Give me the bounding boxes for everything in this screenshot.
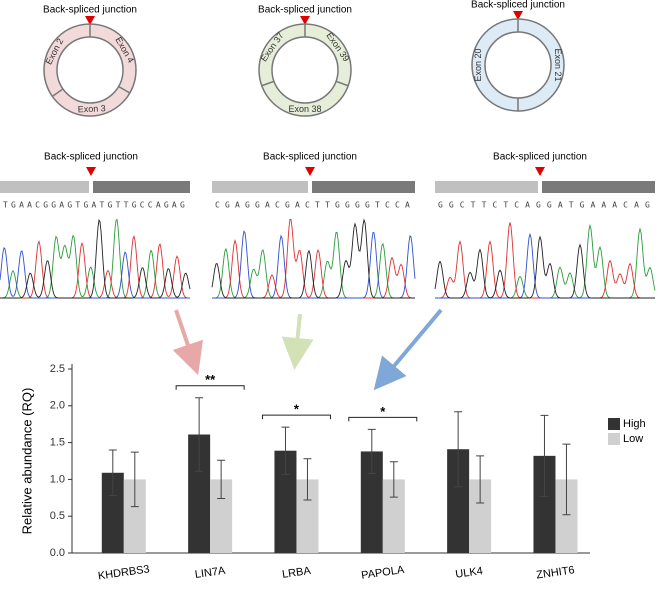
- chromatogram-trace: [0, 218, 190, 299]
- junction-marker: [513, 11, 523, 20]
- error-bar: [281, 426, 290, 475]
- exon-divider: [335, 80, 349, 87]
- exon-label: Exon 38: [288, 104, 321, 114]
- chromatogram-trace: [212, 230, 416, 299]
- junction-marker: [305, 167, 315, 176]
- error-bar: [303, 458, 312, 501]
- exon-divider: [118, 85, 131, 94]
- bar: [296, 479, 319, 553]
- y-tick-label: 1.5: [50, 437, 65, 449]
- error-bar: [540, 414, 549, 497]
- junction-marker: [86, 167, 96, 176]
- y-axis-label: Relative abundance (RQ): [19, 388, 34, 535]
- error-bar: [454, 411, 463, 488]
- legend-swatch: [608, 433, 620, 445]
- bar: [210, 479, 233, 553]
- exon-bar: [542, 181, 655, 193]
- sequence: GGCTTCTCAGGATGAAACAG: [438, 201, 652, 210]
- error-bar: [108, 449, 117, 497]
- exon-ring: [258, 23, 352, 117]
- arrow: [172, 309, 203, 376]
- bar: [274, 450, 297, 553]
- error-bar: [389, 461, 398, 498]
- y-tick-label: 0.0: [50, 547, 65, 559]
- x-tick-label: PAPOLA: [361, 564, 406, 582]
- bar: [123, 479, 146, 553]
- y-tick-label: 1.0: [50, 473, 65, 485]
- error-bar: [130, 451, 139, 508]
- exon-label: Exon 3: [77, 103, 105, 114]
- exon-bar: [93, 181, 190, 193]
- significance-bracket: [175, 385, 245, 390]
- error-bar: [217, 459, 226, 500]
- x-tick-label: LRBA: [281, 565, 312, 581]
- exon-ring: [43, 23, 137, 117]
- y-tick-label: 2.0: [50, 400, 65, 412]
- exon-divider: [261, 80, 275, 87]
- exon-label: Exon 21: [553, 48, 563, 81]
- exon-bar: [435, 181, 538, 193]
- chromatogram-trace: [434, 235, 655, 299]
- x-tick-label: KHDRBS3: [97, 563, 150, 582]
- junction-label: Back-spliced junction: [263, 152, 357, 163]
- sequence: CGAGGACGACTTGGGGTCCA: [215, 201, 412, 210]
- sequence: TGAACGGAGTGATGTTGCCAGAG: [3, 201, 187, 210]
- chromatogram-trace: [0, 218, 191, 299]
- legend-swatch: [608, 418, 620, 430]
- x-tick-label: LIN7A: [194, 565, 227, 581]
- junction-marker: [85, 16, 95, 25]
- bar: [188, 434, 211, 553]
- significance-bracket: [348, 416, 418, 422]
- bar: [469, 479, 492, 553]
- bar: [533, 455, 556, 553]
- bar: [555, 479, 578, 553]
- chromatogram-trace: [435, 223, 656, 299]
- arrow: [281, 313, 314, 370]
- legend-label: High: [623, 418, 646, 430]
- error-bar: [367, 428, 376, 475]
- junction-marker: [535, 167, 545, 176]
- legend-label: Low: [623, 433, 643, 445]
- arrow: [373, 308, 443, 391]
- chromatogram-trace: [435, 232, 655, 299]
- x-tick-label: ULK4: [455, 565, 484, 581]
- chromatogram-trace: [435, 222, 655, 299]
- bar: [101, 472, 124, 553]
- junction-label: Back-spliced junction: [493, 152, 587, 163]
- significance-label: **: [205, 372, 216, 387]
- junction-label: Back-spliced junction: [43, 5, 137, 16]
- error-bar: [562, 443, 571, 516]
- y-tick-label: 0.5: [50, 510, 65, 522]
- junction-label: Back-spliced junction: [258, 5, 352, 16]
- exon-bar: [212, 181, 308, 193]
- exon-label: Exon 20: [473, 48, 483, 81]
- junction-label: Back-spliced junction: [471, 0, 565, 11]
- exon-divider: [51, 88, 64, 97]
- significance-bracket: [261, 414, 331, 420]
- x-tick-label: ZNHIT6: [536, 564, 576, 581]
- exon-bar: [0, 181, 89, 193]
- bar: [360, 451, 383, 553]
- bar: [447, 449, 470, 553]
- error-bar: [195, 397, 204, 472]
- chromatogram-trace: [211, 218, 415, 299]
- y-tick-label: 2.5: [50, 363, 65, 375]
- significance-label: *: [294, 402, 300, 417]
- junction-marker: [300, 16, 310, 25]
- junction-label: Back-spliced junction: [44, 152, 138, 163]
- exon-ring: [471, 18, 565, 112]
- bar: [382, 479, 405, 553]
- error-bar: [476, 455, 485, 504]
- significance-label: *: [380, 404, 386, 419]
- exon-bar: [312, 181, 415, 193]
